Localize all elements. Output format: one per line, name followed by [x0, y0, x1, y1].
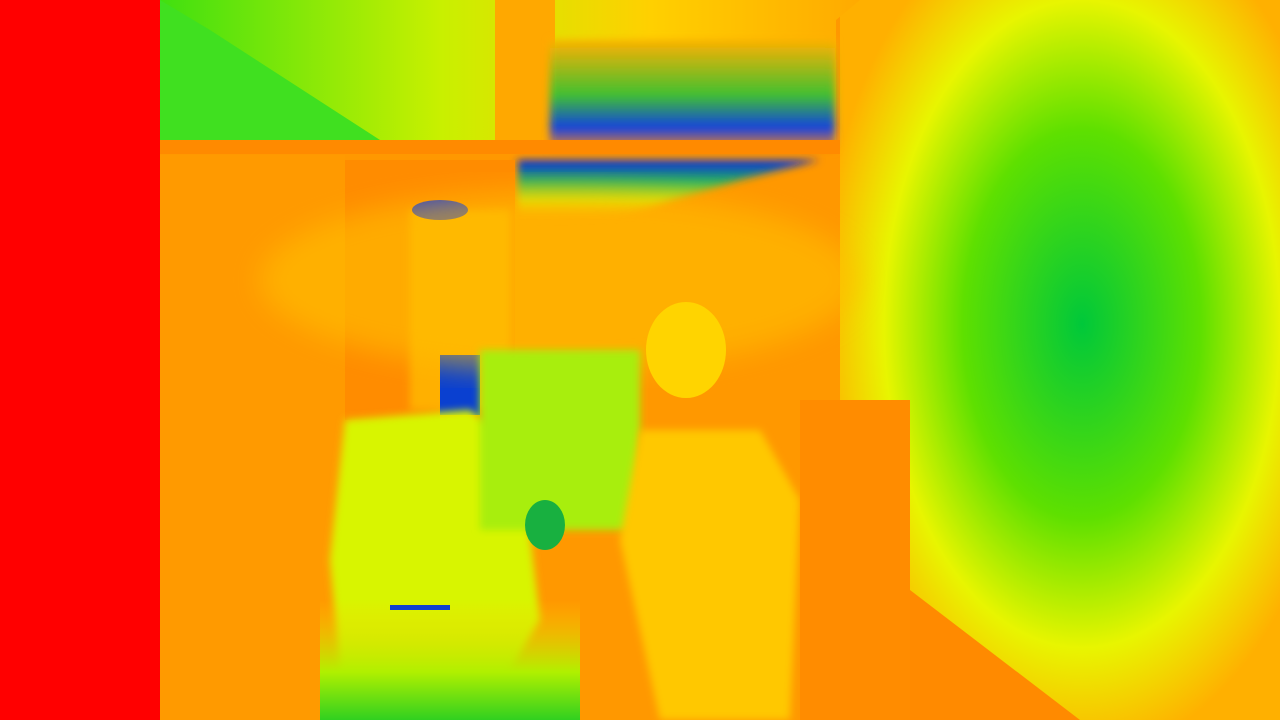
wall-glow	[260, 190, 860, 370]
ceiling-left	[160, 0, 380, 140]
desk-items	[480, 350, 640, 530]
floor-edge	[390, 605, 450, 610]
cup	[525, 500, 565, 550]
invalid-region	[0, 0, 160, 720]
side-cabinet	[800, 400, 910, 720]
shelf-edge	[160, 140, 840, 154]
floor-corner	[910, 590, 1080, 720]
shelf	[550, 40, 835, 150]
person-body	[620, 430, 800, 720]
pillar	[495, 0, 555, 150]
person-head	[646, 302, 726, 398]
floor	[320, 600, 580, 720]
